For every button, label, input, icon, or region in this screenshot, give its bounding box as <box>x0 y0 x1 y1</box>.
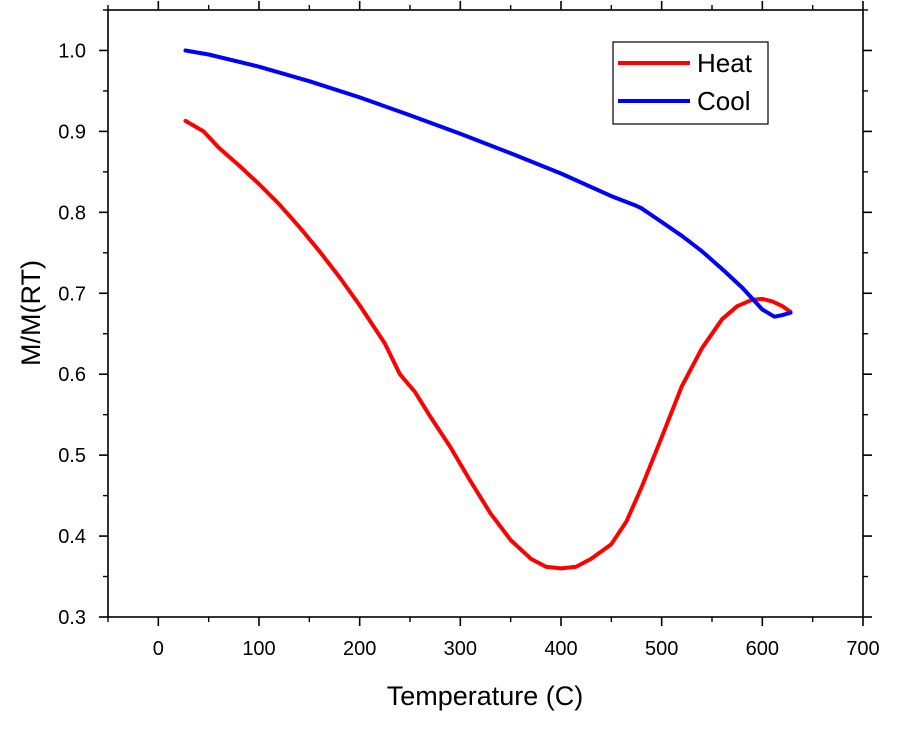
x-tick-label: 300 <box>444 638 477 660</box>
y-tick-label: 0.3 <box>58 607 86 629</box>
y-axis-title: M/M(RT) <box>16 260 46 366</box>
series-line-heat <box>183 118 793 571</box>
legend: Heat Cool <box>612 41 769 125</box>
legend-box <box>612 41 769 125</box>
legend-label-cool: Cool <box>697 86 750 116</box>
legend-label-heat: Heat <box>697 48 753 78</box>
y-tick-label: 0.5 <box>58 445 86 467</box>
plot-frame <box>107 9 864 618</box>
x-tick-label: 400 <box>544 638 577 660</box>
series-layer <box>183 48 793 571</box>
y-tick-label: 1.0 <box>58 40 86 62</box>
x-tick-label: 600 <box>746 638 779 660</box>
y-tick-label: 0.4 <box>58 526 86 548</box>
series-line-cool <box>183 48 793 319</box>
x-tick-label: 100 <box>242 638 275 660</box>
x-tick-label: 0 <box>153 638 164 660</box>
y-tick-label: 0.6 <box>58 364 86 386</box>
y-axis: 0.3 0.4 0.5 0.6 0.7 0.8 0.9 1.0 <box>58 9 872 629</box>
x-axis: 0 100 200 300 400 500 600 700 <box>107 1 880 660</box>
x-tick-label: 500 <box>645 638 678 660</box>
y-tick-label: 0.9 <box>58 121 86 143</box>
y-tick-label: 0.7 <box>58 283 86 305</box>
x-axis-title: Temperature (C) <box>387 681 584 711</box>
y-tick-label: 0.8 <box>58 202 86 224</box>
x-tick-label: 700 <box>846 638 879 660</box>
x-tick-label: 200 <box>343 638 376 660</box>
